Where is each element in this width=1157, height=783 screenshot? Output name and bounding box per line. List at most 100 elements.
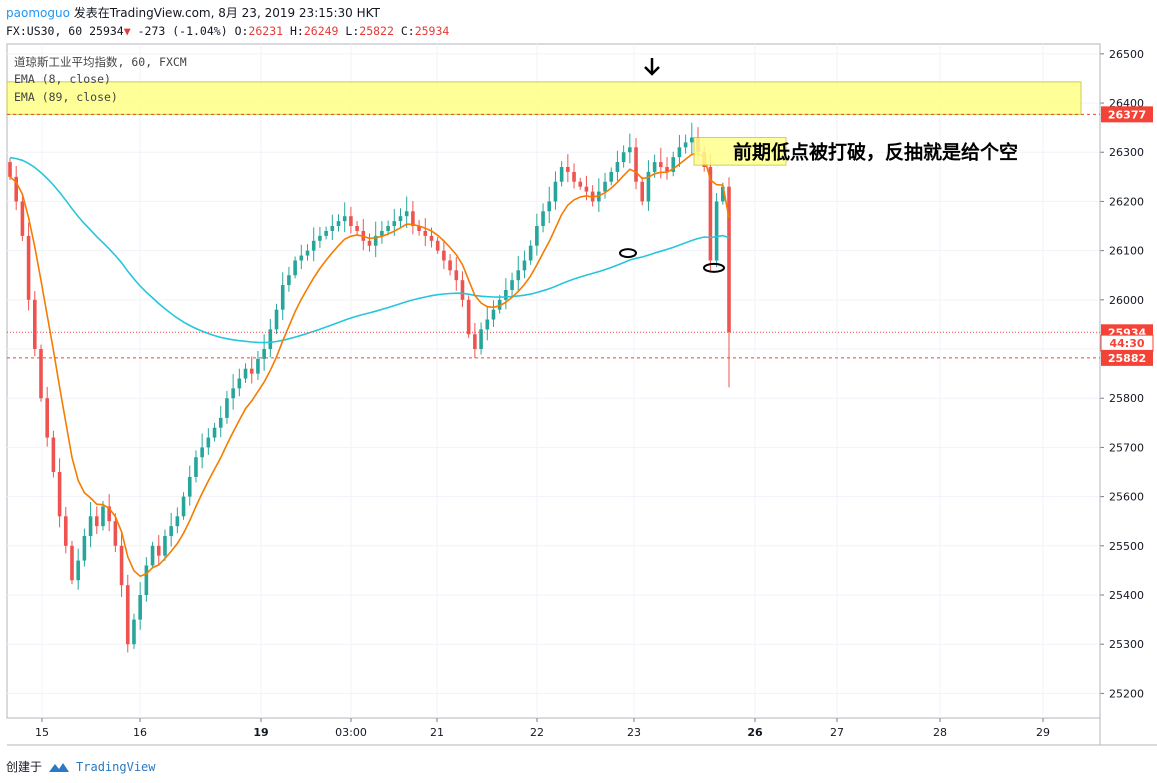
candle-body — [609, 171, 614, 182]
candle-body — [194, 457, 198, 477]
candle-body — [671, 157, 676, 172]
candle-body — [212, 427, 217, 438]
candle-body — [559, 166, 564, 182]
candle-body — [225, 398, 229, 418]
x-tick-label: 26 — [747, 726, 763, 739]
candle-body — [423, 230, 428, 236]
candle-body — [94, 516, 99, 527]
close-value: 25934 — [414, 24, 450, 38]
candle-body — [206, 437, 211, 448]
candle-body — [70, 545, 74, 581]
candle-body — [169, 526, 173, 536]
candle-body — [497, 299, 502, 310]
close-label: C: — [400, 24, 415, 38]
candle-body — [45, 398, 49, 438]
ema-89-line — [9, 156, 730, 344]
candle-body — [342, 216, 347, 222]
created-with-label: 创建于 — [6, 760, 43, 774]
candle-body — [690, 137, 694, 143]
candle-body — [299, 255, 304, 261]
candle-body — [454, 270, 459, 281]
candle-body — [566, 166, 570, 172]
x-tick-label: 22 — [530, 726, 544, 739]
candle-body — [578, 181, 583, 187]
y-tick-label: 25200 — [1109, 687, 1144, 700]
candle-body — [435, 240, 440, 251]
chart-header: paomoguo 发表在TradingView.com, 8月 23, 2019… — [6, 5, 380, 21]
author-name[interactable]: paomoguo — [6, 6, 70, 20]
candle-body — [373, 235, 378, 246]
candle-body — [727, 186, 731, 333]
x-tick-label: 03:00 — [335, 726, 367, 739]
candle-body — [448, 260, 452, 271]
candle-body — [640, 181, 645, 202]
y-tick-label: 25300 — [1109, 638, 1144, 651]
candle-body — [479, 329, 483, 350]
candle-body — [249, 368, 254, 374]
candle-body — [144, 565, 149, 596]
candle-body — [677, 147, 682, 158]
candle-body — [683, 142, 688, 148]
price-axis-label: 25882 — [1108, 352, 1146, 365]
candlestick-series — [8, 122, 731, 653]
y-tick-label: 26200 — [1109, 195, 1144, 208]
candle-body — [200, 447, 204, 458]
candle-body — [14, 176, 18, 202]
candle-body — [150, 545, 155, 566]
low-label: L: — [345, 24, 360, 38]
x-tick-label: 23 — [627, 726, 641, 739]
down-arrow-icon: ▼ — [123, 24, 131, 38]
candle-body — [516, 270, 521, 281]
candle-body — [398, 216, 403, 222]
candle-body — [380, 230, 384, 236]
high-label: H: — [289, 24, 304, 38]
candle-body — [132, 619, 136, 645]
x-tick-label: 29 — [1036, 726, 1050, 739]
candle-body — [51, 437, 56, 473]
price-axis-label-bg — [1101, 349, 1153, 366]
resistance-zone — [6, 81, 1082, 115]
legend-ema-slow: EMA (89, close) — [14, 90, 118, 104]
candle-body — [528, 245, 533, 261]
x-tick-label: 15 — [35, 726, 49, 739]
candle-body — [88, 516, 93, 536]
candle-body — [547, 201, 552, 212]
candle-body — [466, 299, 471, 335]
previous-low-circle — [619, 248, 637, 259]
candle-body — [553, 181, 558, 202]
candle-body — [349, 216, 353, 227]
candle-body — [280, 285, 285, 310]
candle-body — [510, 280, 514, 290]
brand-name[interactable]: TradingView — [76, 759, 156, 774]
candle-body — [318, 235, 322, 241]
candle-body — [63, 516, 68, 546]
candle-body — [125, 585, 130, 645]
open-value: 26231 — [248, 24, 284, 38]
candle-body — [659, 162, 663, 167]
candle-body — [404, 211, 409, 217]
candle-body — [274, 309, 279, 330]
candle-body — [665, 166, 669, 172]
candle-body — [293, 260, 297, 276]
candle-body — [187, 476, 192, 497]
candle-body — [8, 162, 12, 177]
candle-body — [584, 186, 589, 192]
candle-body — [411, 211, 415, 227]
footer: 创建于 TradingView — [6, 758, 156, 775]
symbol-label[interactable]: FX:US30, 60 — [6, 24, 83, 38]
candle-body — [218, 417, 223, 428]
x-tick-label: 28 — [933, 726, 947, 739]
x-tick-label: 21 — [430, 726, 444, 739]
y-tick-label: 26100 — [1109, 245, 1144, 258]
candle-body — [535, 226, 539, 246]
candle-body — [628, 147, 632, 153]
candle-body — [311, 240, 316, 251]
y-tick-label: 25800 — [1109, 392, 1144, 405]
open-label: O: — [234, 24, 249, 38]
candle-body — [386, 226, 390, 231]
candle-body — [175, 516, 180, 527]
ema-8-line — [9, 153, 730, 578]
y-tick-label: 25600 — [1109, 491, 1144, 504]
candle-body — [708, 166, 713, 261]
